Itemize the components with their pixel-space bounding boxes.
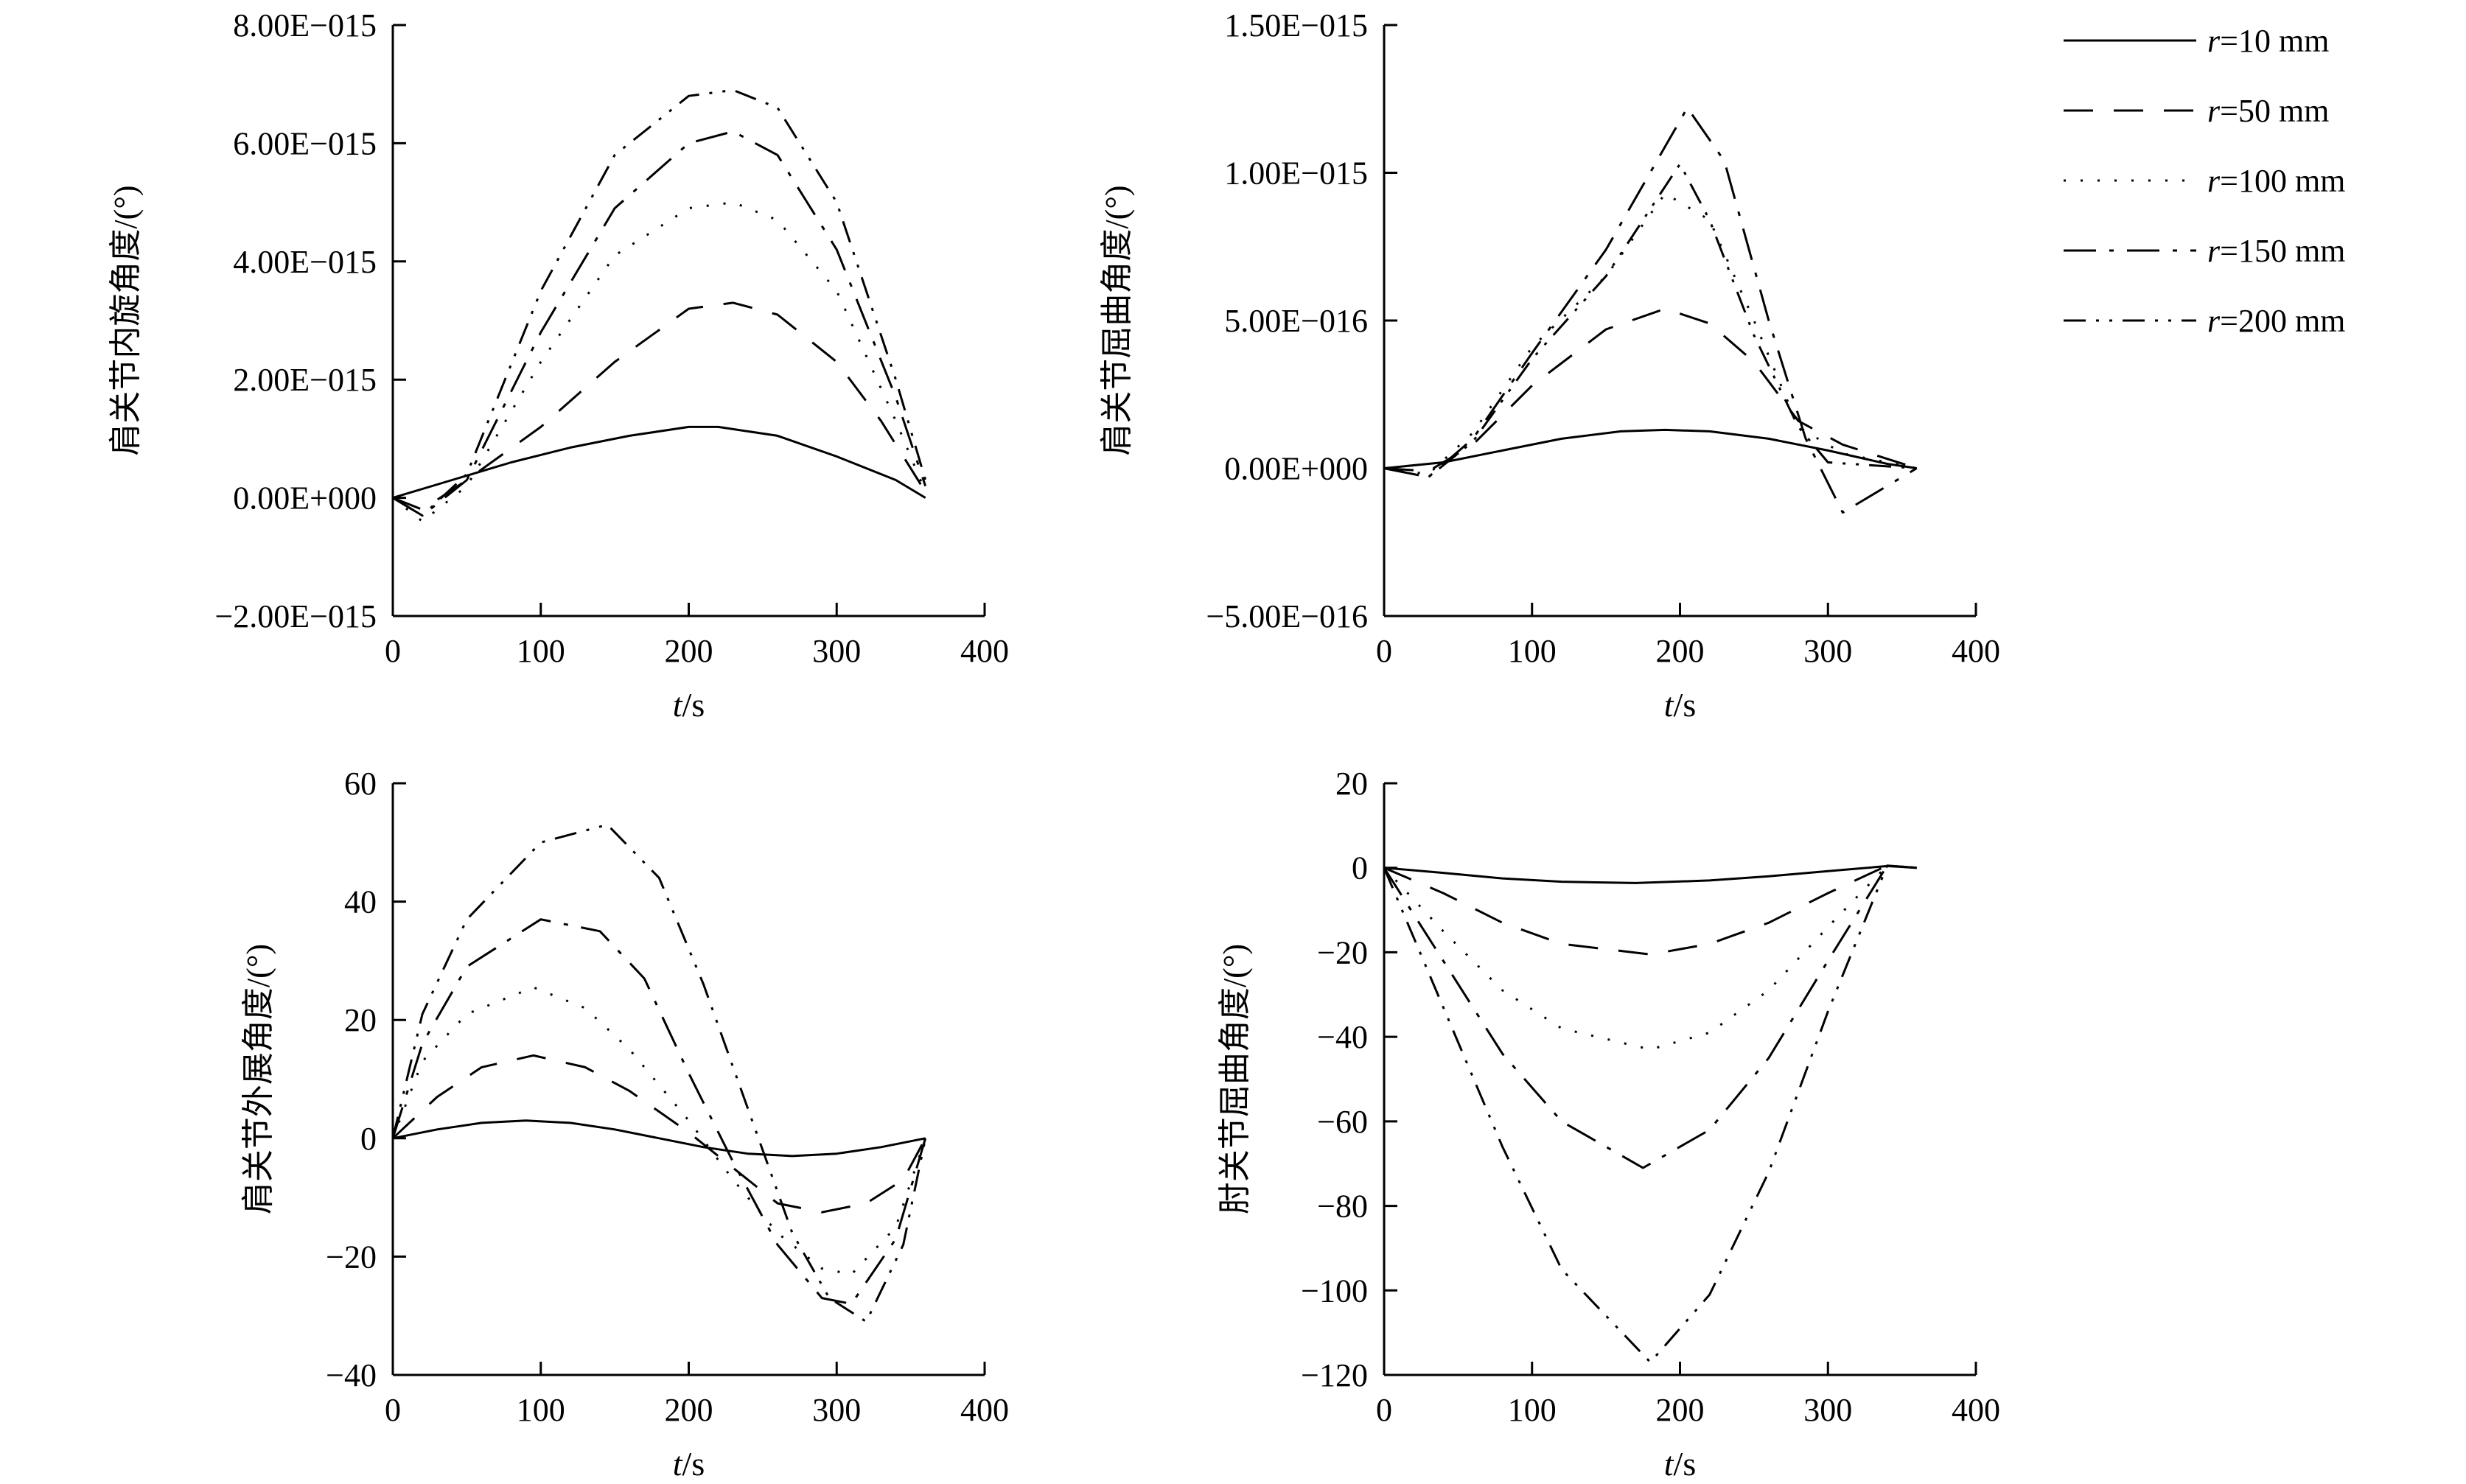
x-tick-label: 400 <box>960 1392 1009 1428</box>
y-tick-label: 1.00E−015 <box>1224 155 1368 192</box>
legend-item: r=100 mm <box>2064 163 2345 199</box>
x-tick-label: 300 <box>1803 633 1852 669</box>
legend-item: r=150 mm <box>2064 233 2345 269</box>
series-line-r-200-mm <box>1383 864 1917 1364</box>
x-tick-label: 400 <box>1952 633 2000 669</box>
x-tick-label: 300 <box>812 1392 861 1428</box>
series-line-r-50-mm <box>1383 864 1917 956</box>
legend-label: r=10 mm <box>2207 23 2329 59</box>
y-tick-label: −20 <box>1317 934 1368 970</box>
series-line-r-10-mm <box>1383 428 1917 469</box>
chart-panel-4: 0 100 200 300 400 −120 −100 −80 −60 −40 −20 0 20 t/s 肘… <box>1217 766 2000 1483</box>
series-line-r-100-mm <box>1383 864 1917 1051</box>
x-tick-label: 200 <box>1656 1392 1705 1428</box>
x-tick-label: 0 <box>1376 633 1392 669</box>
series-line-r-50-mm <box>392 301 926 511</box>
y-tick-label: 0.00E+000 <box>1224 451 1368 487</box>
x-tick-label: 300 <box>812 633 861 669</box>
y-tick-label: 0.00E+000 <box>233 480 377 517</box>
y-tick-label: 5.00E−016 <box>1224 303 1368 339</box>
x-tick-label: 200 <box>665 633 713 669</box>
series-line-r-150-mm <box>1383 864 1917 1169</box>
y-axis-label: 肘关节屈曲角度/(°) <box>1217 944 1253 1214</box>
y-tick-label: −2.00E−015 <box>214 598 377 634</box>
y-tick-label: −100 <box>1301 1273 1368 1309</box>
x-tick-label: 0 <box>1376 1392 1392 1428</box>
x-tick-label: 100 <box>1508 1392 1557 1428</box>
series-line-r-10-mm <box>392 425 926 500</box>
y-tick-label: 2.00E−015 <box>233 362 377 398</box>
y-tick-label: −40 <box>1317 1019 1368 1055</box>
y-tick-label: 40 <box>344 884 377 920</box>
x-axis-label: t/s <box>1664 1445 1696 1483</box>
y-tick-label: 0 <box>360 1121 377 1157</box>
chart-panel-3: 0 100 200 300 400 −40 −20 0 20 40 60 t/s 肩关节外展角度/(°) <box>240 766 1009 1483</box>
legend: r=10 mm r=50 mm r=100 mm r=150 mm r=200 mm <box>2064 23 2345 339</box>
x-tick-label: 100 <box>1508 633 1557 669</box>
x-tick-label: 0 <box>385 633 401 669</box>
y-tick-label: 0 <box>1352 850 1368 886</box>
y-tick-label: 20 <box>1335 766 1368 802</box>
series-line-r-200-mm <box>391 823 927 1323</box>
x-tick-label: 200 <box>1656 633 1705 669</box>
series-line-r-10-mm <box>392 1119 926 1158</box>
series-line-r-50-mm <box>1383 307 1918 472</box>
y-tick-label: −120 <box>1301 1357 1368 1393</box>
legend-label: r=100 mm <box>2207 163 2345 199</box>
y-tick-label: 20 <box>344 1002 377 1038</box>
series-line-r-10-mm <box>1383 864 1917 884</box>
x-tick-label: 100 <box>517 1392 565 1428</box>
y-axis-label: 肩关节外展角度/(°) <box>240 944 276 1214</box>
legend-label: r=200 mm <box>2207 303 2345 339</box>
legend-label: r=150 mm <box>2207 233 2345 269</box>
y-tick-label: −60 <box>1317 1104 1368 1140</box>
x-tick-label: 400 <box>1952 1392 2000 1428</box>
x-tick-label: 100 <box>517 633 565 669</box>
chart-panel-2: 0 100 200 300 400 −5.00E−016 0.00E+000 5.00E−01… <box>1099 7 2000 724</box>
legend-item: r=50 mm <box>2064 93 2329 129</box>
legend-label: r=50 mm <box>2207 93 2329 129</box>
x-axis-label: t/s <box>673 686 705 724</box>
x-tick-label: 400 <box>960 633 1009 669</box>
x-tick-label: 0 <box>385 1392 401 1428</box>
series-line-r-100-mm <box>391 986 927 1275</box>
y-axis-label: 肩关节内旋角度/(°) <box>108 185 144 455</box>
y-tick-label: −40 <box>326 1357 377 1393</box>
legend-item: r=10 mm <box>2064 23 2329 59</box>
y-axis-label: 肩关节屈曲角度/(°) <box>1099 185 1135 455</box>
x-tick-label: 200 <box>665 1392 713 1428</box>
y-tick-label: 4.00E−015 <box>233 244 377 280</box>
y-tick-label: 6.00E−015 <box>233 125 377 161</box>
chart-panel-1: 0 100 200 300 400 −2.00E−015 0.00E+000 2.00E−01… <box>108 7 1009 724</box>
series-line-r-200-mm <box>392 88 927 517</box>
x-axis-label: t/s <box>673 1445 705 1483</box>
x-axis-label: t/s <box>1664 686 1696 724</box>
chart-panels: 0 100 200 300 400−2.00E−0150.00E+0002.00E−01… <box>108 7 2000 1483</box>
y-tick-label: −80 <box>1317 1189 1368 1225</box>
y-tick-label: 8.00E−015 <box>233 7 377 43</box>
series-line-r-150-mm <box>1383 106 1918 514</box>
series-line-r-150-mm <box>392 130 927 517</box>
y-tick-label: 60 <box>344 766 377 802</box>
y-tick-label: −20 <box>326 1239 377 1275</box>
series-line-r-200-mm <box>1383 163 1917 478</box>
legend-item: r=200 mm <box>2064 303 2345 339</box>
y-tick-label: −5.00E−016 <box>1206 598 1368 634</box>
series-line-r-100-mm <box>1383 192 1917 475</box>
series-line-r-50-mm <box>391 1054 927 1214</box>
x-tick-label: 300 <box>1803 1392 1852 1428</box>
y-tick-label: 1.50E−015 <box>1224 7 1368 43</box>
